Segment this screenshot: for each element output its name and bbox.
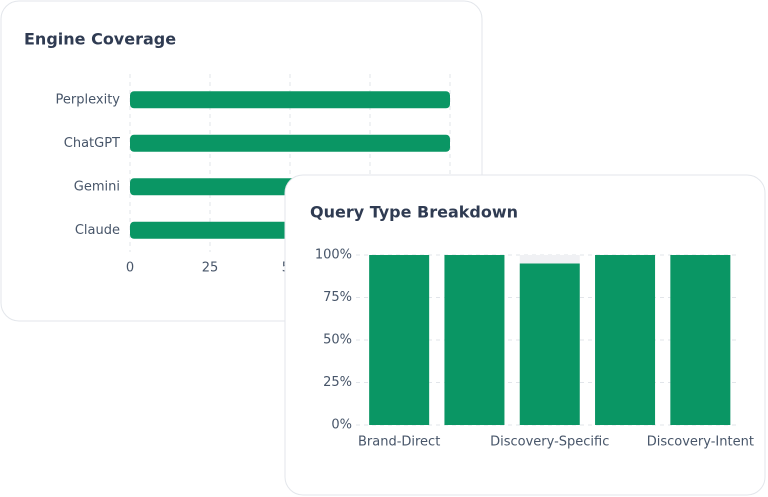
bar <box>369 255 430 425</box>
y-tick-label: Gemini <box>74 179 120 194</box>
y-tick-label: 50% <box>323 333 352 348</box>
y-tick-label: 25% <box>323 375 352 390</box>
x-tick-label: 25 <box>202 261 219 276</box>
y-tick-label: 100% <box>315 248 352 263</box>
y-tick-label: Perplexity <box>56 92 121 107</box>
bar <box>130 134 450 152</box>
bar <box>444 255 505 425</box>
bar <box>595 255 656 425</box>
y-tick-label: Claude <box>75 223 120 238</box>
bar <box>519 263 580 425</box>
card-title: Query Type Breakdown <box>310 203 518 222</box>
card: Query Type Breakdown 0% 25% 50% 75% 100% Bran… <box>284 174 766 496</box>
x-tick-label: Discovery-Intent <box>647 435 754 450</box>
y-tick-label: ChatGPT <box>64 136 120 151</box>
bar <box>130 91 450 109</box>
card-title: Engine Coverage <box>24 30 176 49</box>
x-tick-label: Discovery-Specific <box>490 435 609 450</box>
x-tick-label: 0 <box>126 261 134 276</box>
bar <box>670 255 731 425</box>
y-tick-label: 75% <box>323 290 352 305</box>
y-tick-label: 0% <box>331 418 352 433</box>
x-tick-label: Brand-Direct <box>358 435 440 450</box>
